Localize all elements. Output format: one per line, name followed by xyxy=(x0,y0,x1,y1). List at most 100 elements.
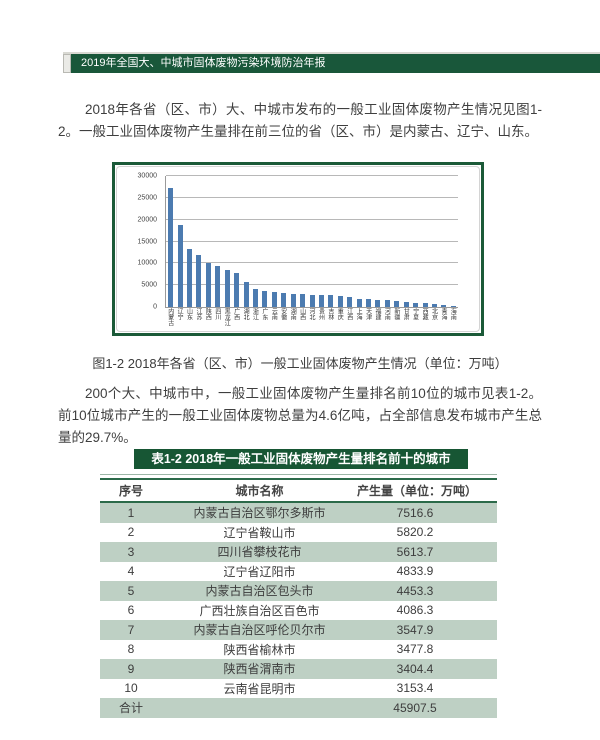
x-tick-label: 陕西 xyxy=(204,308,211,320)
table-row: 10 云南省昆明市 3153.4 xyxy=(100,678,497,698)
bar-slot xyxy=(251,176,260,307)
bar-slot xyxy=(392,176,401,307)
rank-cell: 6 xyxy=(127,603,135,618)
x-label-slot: 安徽 xyxy=(278,308,287,326)
bar-slot xyxy=(166,176,175,307)
bar xyxy=(281,292,287,307)
x-label-slot: 上海 xyxy=(353,308,362,326)
bar-slot xyxy=(439,176,448,307)
amount-cell: 3477.8 xyxy=(396,642,434,657)
x-label-slot: 黑龙江 xyxy=(222,308,231,326)
table-row: 2 辽宁省鞍山市 5820.2 xyxy=(100,522,497,542)
rank-cell: 2 xyxy=(127,525,135,540)
x-label-slot: 陕西 xyxy=(203,308,212,326)
x-tick-label: 甘肃 xyxy=(402,308,409,320)
x-tick-label: 山东 xyxy=(185,308,192,320)
y-tick-label: 20000 xyxy=(137,216,157,224)
bar xyxy=(309,294,315,307)
bar-slot xyxy=(345,176,354,307)
bar xyxy=(243,281,249,307)
bar xyxy=(318,295,324,307)
bar-slot xyxy=(288,176,297,307)
table-row: 1 内蒙古自治区鄂尔多斯市 7516.6 xyxy=(100,503,497,523)
bar xyxy=(441,305,447,307)
chart-y-axis: 0 5000 10000 15000 20000 25000 30000 xyxy=(115,173,161,311)
bar-slot xyxy=(270,176,279,307)
bar-slot xyxy=(449,176,458,307)
x-tick-label: 西藏 xyxy=(421,308,428,320)
x-label-slot: 天津 xyxy=(363,308,372,326)
rank-cell: 7 xyxy=(127,622,135,637)
bar xyxy=(375,300,381,307)
col-header-city: 城市名称 xyxy=(235,484,284,498)
bar-slot xyxy=(430,176,439,307)
bar-slot xyxy=(364,176,373,307)
table-top-hairline xyxy=(100,474,497,475)
x-tick-label: 辽宁 xyxy=(176,308,183,320)
x-label-slot: 广西 xyxy=(231,308,240,326)
city-cell: 内蒙古自治区包头市 xyxy=(205,584,314,599)
chart-plot xyxy=(165,175,458,308)
city-cell: 云南省昆明市 xyxy=(223,681,296,696)
bar xyxy=(271,292,277,307)
x-tick-label: 江西 xyxy=(345,308,352,320)
bar xyxy=(196,255,202,307)
x-label-slot: 江西 xyxy=(344,308,353,326)
rank-cell: 5 xyxy=(127,583,135,598)
x-tick-label: 河南 xyxy=(383,308,390,320)
col-header-amount: 产生量（单位：万吨） xyxy=(357,484,478,498)
city-cell: 广西壮族自治区百色市 xyxy=(199,603,320,618)
x-label-slot: 宁夏 xyxy=(410,308,419,326)
header-bar-top-edge xyxy=(63,52,600,54)
bar xyxy=(300,294,306,307)
table-title-banner: 表1-2 2018年一般工业固体废物产生量排名前十的城市 xyxy=(134,449,468,469)
bar xyxy=(205,262,211,307)
city-cell: 四川省攀枝花市 xyxy=(217,545,302,560)
bar xyxy=(347,296,353,307)
x-label-slot: 广东 xyxy=(259,308,268,326)
bar xyxy=(215,265,221,307)
amount-cell: 4086.3 xyxy=(396,603,434,618)
bar-slot xyxy=(326,176,335,307)
bar xyxy=(177,224,183,307)
x-tick-label: 上海 xyxy=(355,308,362,320)
bar xyxy=(403,301,409,307)
bar xyxy=(450,306,456,307)
x-label-slot: 甘肃 xyxy=(401,308,410,326)
gridline xyxy=(166,240,458,242)
bar xyxy=(234,272,240,307)
x-label-slot: 新疆 xyxy=(391,308,400,326)
y-tick-label: 5000 xyxy=(141,281,157,289)
bar-slot xyxy=(411,176,420,307)
x-tick-label: 天津 xyxy=(364,308,371,320)
x-label-slot: 福建 xyxy=(372,308,381,326)
x-label-slot: 河南 xyxy=(382,308,391,326)
header-lead-block xyxy=(63,54,71,73)
x-label-slot: 四川 xyxy=(212,308,221,326)
table-row: 4 辽宁省辽阳市 4833.9 xyxy=(100,561,497,581)
bar-slot xyxy=(298,176,307,307)
x-label-slot: 山东 xyxy=(184,308,193,326)
bar xyxy=(187,249,193,307)
table-row: 8 陕西省榆林市 3477.8 xyxy=(100,639,497,659)
table-row: 7 内蒙古自治区呼伦贝尔市 3547.9 xyxy=(100,620,497,640)
x-tick-label: 山西 xyxy=(298,308,305,320)
bar-slot xyxy=(279,176,288,307)
x-label-slot: 重庆 xyxy=(335,308,344,326)
chart-x-labels: 内蒙古 辽宁 山东 江苏 陕西 四川 黑龙江 广西 湖北 浙江 广东 云南 安徽 湖南 山西 河北 贵州 吉林 重庆… xyxy=(165,308,457,326)
x-tick-label: 河北 xyxy=(308,308,315,320)
bar-slot xyxy=(241,176,250,307)
bar-slot xyxy=(354,176,363,307)
page-header-bar: 2019年全国大、中城市固体废物污染环境防治年报 xyxy=(63,54,600,73)
bar xyxy=(290,293,296,307)
bar xyxy=(262,291,268,307)
report-title: 2019年全国大、中城市固体废物污染环境防治年报 xyxy=(71,54,600,73)
rank-cell: 9 xyxy=(127,661,135,676)
table-row: 3 四川省攀枝花市 5613.7 xyxy=(100,542,497,562)
city-cell: 辽宁省鞍山市 xyxy=(223,525,296,540)
x-label-slot: 西藏 xyxy=(419,308,428,326)
table-row: 9 陕西省渭南市 3404.4 xyxy=(100,659,497,679)
paragraph-2: 200个大、中城市中，一般工业固体废物产生量排名前10位的城市见表1-2。前10… xyxy=(58,386,542,445)
bar-slot xyxy=(194,176,203,307)
amount-cell: 4833.9 xyxy=(396,564,434,579)
